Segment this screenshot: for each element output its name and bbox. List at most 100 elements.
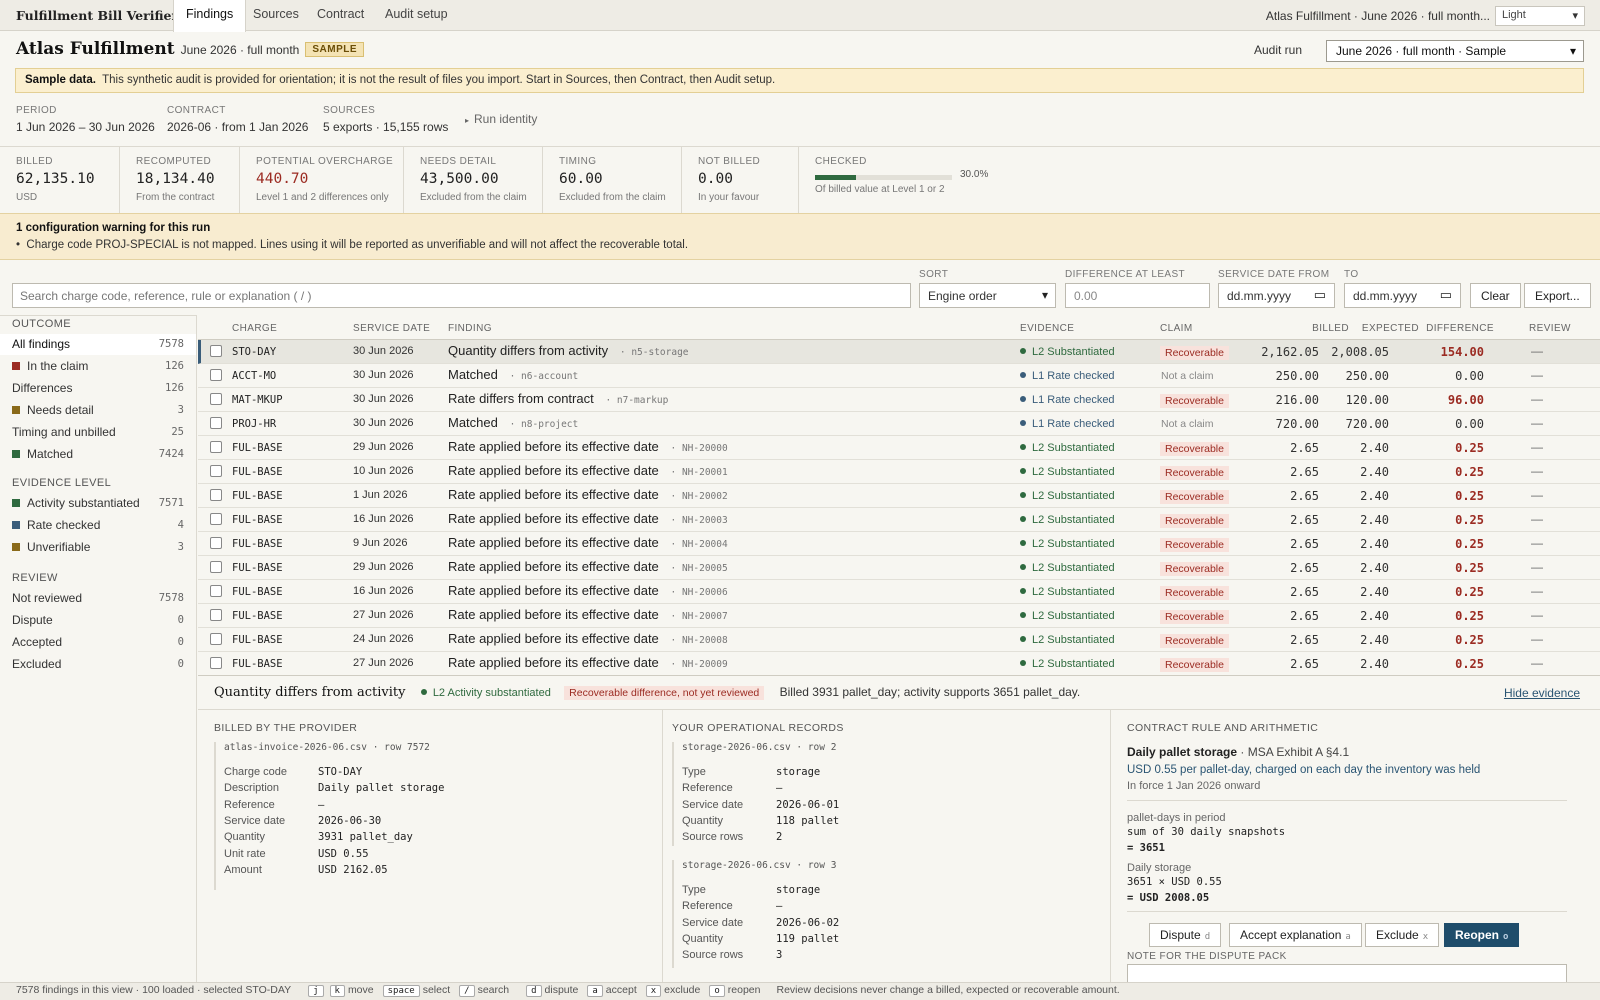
caret-right-icon: ▸ <box>465 116 470 125</box>
row-checkbox[interactable] <box>210 417 222 429</box>
run-identity-toggle[interactable]: ▸ Run identity <box>465 112 537 126</box>
ops-record: storage-2026-06.csv · row 2 Type storage Re… <box>672 742 972 846</box>
meta-period: PERIOD 1 Jun 2026 – 30 Jun 2026 <box>16 105 155 134</box>
reopen-button[interactable]: Reopen o <box>1444 923 1520 947</box>
row-checkbox[interactable] <box>210 441 222 453</box>
table-row[interactable]: STO-DAY 30 Jun 2026 Quantity differs from … <box>198 340 1600 364</box>
kpi-note: In your favour <box>698 192 760 203</box>
finding-cell: Rate applied before its effective date ·… <box>448 487 728 502</box>
ops-source: storage-2026-06.csv · row 2 <box>682 742 837 753</box>
kpi-potential-overcharge: POTENTIAL OVERCHARGE 440.70 Level 1 and 2 … <box>240 147 404 214</box>
col-expected[interactable]: EXPECTED <box>1361 323 1419 334</box>
status-dot-icon <box>1020 516 1026 522</box>
table-row[interactable]: FUL-BASE 29 Jun 2026 Rate applied before i… <box>198 556 1600 580</box>
evidence-text: L2 Substantiated <box>1032 658 1115 670</box>
banner-bold: Sample data. <box>25 74 96 86</box>
col-billed[interactable]: BILLED <box>1312 323 1349 334</box>
finding-cell: Rate applied before its effective date ·… <box>448 535 728 550</box>
sidebar-item-accepted[interactable]: Accepted 0 <box>0 632 196 653</box>
export-button[interactable]: Export... <box>1524 283 1591 308</box>
sidebar-item-activity-substantiated[interactable]: Activity substantiated 7571 <box>0 493 196 514</box>
finding-cell: Matched · n6-account <box>448 367 578 382</box>
row-checkbox[interactable] <box>210 585 222 597</box>
row-checkbox[interactable] <box>210 537 222 549</box>
exclude-button[interactable]: Exclude x <box>1365 923 1440 947</box>
table-row[interactable]: FUL-BASE 10 Jun 2026 Rate applied before i… <box>198 460 1600 484</box>
table-row[interactable]: FUL-BASE 9 Jun 2026 Rate applied before it… <box>198 532 1600 556</box>
accept-explanation-button[interactable]: Accept explanation a <box>1229 923 1362 947</box>
theme-select[interactable]: Light <box>1495 6 1585 26</box>
row-checkbox[interactable] <box>210 489 222 501</box>
sidebar-item-all-findings[interactable]: All findings 7578 <box>0 334 196 355</box>
col-charge[interactable]: CHARGE <box>232 323 278 334</box>
sidebar-item-in-the-claim[interactable]: In the claim 126 <box>0 356 196 377</box>
row-checkbox[interactable] <box>210 393 222 405</box>
sidebar-item-not-reviewed[interactable]: Not reviewed 7578 <box>0 588 196 609</box>
audit-run-select[interactable]: June 2026 · full month · Sample <box>1326 40 1584 62</box>
table-row[interactable]: FUL-BASE 27 Jun 2026 Rate applied before i… <box>198 604 1600 628</box>
sidebar-item-unverifiable[interactable]: Unverifiable 3 <box>0 537 196 558</box>
claim-badge: Recoverable <box>1160 394 1229 408</box>
review-status: — <box>1531 440 1543 454</box>
kpi-note: From the contract <box>136 192 215 203</box>
table-row[interactable]: FUL-BASE 24 Jun 2026 Rate applied before i… <box>198 628 1600 652</box>
sidebar-item-differences[interactable]: Differences 126 <box>0 378 196 399</box>
col-evidence[interactable]: EVIDENCE <box>1020 323 1075 334</box>
date-to-input[interactable]: dd.mm.yyyy <box>1344 283 1461 308</box>
tab-audit-setup[interactable]: Audit setup <box>385 7 448 21</box>
sort-select[interactable]: Engine order <box>919 283 1056 308</box>
claim-badge: Recoverable <box>1160 514 1229 528</box>
finding-ref: · NH-20000 <box>664 443 728 454</box>
field-value: storage <box>776 884 821 896</box>
field-value: — <box>776 900 783 913</box>
col-review[interactable]: REVIEW <box>1529 323 1571 334</box>
meta-label: PERIOD <box>16 105 57 116</box>
sidebar-item-rate-checked[interactable]: Rate checked 4 <box>0 515 196 536</box>
action-label: Dispute <box>1160 928 1201 942</box>
table-row[interactable]: FUL-BASE 29 Jun 2026 Rate applied before i… <box>198 436 1600 460</box>
field-value: 2026-06-02 <box>776 916 840 929</box>
hide-evidence-link[interactable]: Hide evidence <box>1503 686 1580 700</box>
table-row[interactable]: FUL-BASE 16 Jun 2026 Rate applied before i… <box>198 580 1600 604</box>
tab-findings[interactable]: Findings <box>173 0 247 32</box>
col-claim[interactable]: CLAIM <box>1160 323 1193 334</box>
finding-text: Rate applied before its effective date <box>448 583 659 598</box>
row-checkbox[interactable] <box>210 345 222 357</box>
row-checkbox[interactable] <box>210 609 222 621</box>
status-dot-icon <box>1020 588 1026 594</box>
row-checkbox[interactable] <box>210 465 222 477</box>
difference-input[interactable]: 0.00 <box>1065 283 1210 308</box>
field-key: Service date <box>224 814 286 827</box>
row-checkbox[interactable] <box>210 561 222 573</box>
date-from-input[interactable]: dd.mm.yyyy <box>1218 283 1335 308</box>
dispute-button[interactable]: Dispute d <box>1149 923 1222 947</box>
finding-ref: · n7-markup <box>599 395 669 406</box>
row-checkbox[interactable] <box>210 657 222 669</box>
row-checkbox[interactable] <box>210 369 222 381</box>
table-row[interactable]: FUL-BASE 1 Jun 2026 Rate applied before it… <box>198 484 1600 508</box>
finding-ref: · NH-20002 <box>664 491 728 502</box>
table-row[interactable]: MAT-MKUP 30 Jun 2026 Rate differs from con… <box>198 388 1600 412</box>
sidebar-item-dispute[interactable]: Dispute 0 <box>0 610 196 631</box>
col-service-date[interactable]: SERVICE DATE <box>353 323 431 334</box>
tab-contract[interactable]: Contract <box>317 7 365 21</box>
tab-sources[interactable]: Sources <box>253 7 299 21</box>
note-textarea[interactable] <box>1127 964 1567 984</box>
date-to-label: TO <box>1344 269 1359 280</box>
table-row[interactable]: FUL-BASE 16 Jun 2026 Rate applied before i… <box>198 508 1600 532</box>
table-row[interactable]: ACCT-MO 30 Jun 2026 Matched · n6-account L1… <box>198 364 1600 388</box>
row-checkbox[interactable] <box>210 633 222 645</box>
search-input[interactable]: Search charge code, reference, rule or e… <box>12 283 911 308</box>
clear-button[interactable]: Clear <box>1470 283 1521 308</box>
col-finding[interactable]: FINDING <box>448 323 492 334</box>
col-difference[interactable]: DIFFERENCE <box>1426 323 1494 334</box>
sidebar-item-needs-detail[interactable]: Needs detail 3 <box>0 400 196 421</box>
sidebar-item-excluded[interactable]: Excluded 0 <box>0 654 196 675</box>
finding-cell: Rate applied before its effective date ·… <box>448 463 728 478</box>
sidebar-item-matched[interactable]: Matched 7424 <box>0 444 196 465</box>
table-row[interactable]: PROJ-HR 30 Jun 2026 Matched · n8-project L1… <box>198 412 1600 436</box>
table-row[interactable]: FUL-BASE 27 Jun 2026 Rate applied before i… <box>198 652 1600 675</box>
sidebar-item-timing-and-unbilled[interactable]: Timing and unbilled 25 <box>0 422 196 443</box>
row-checkbox[interactable] <box>210 513 222 525</box>
expected-value: 250.00 <box>1345 369 1389 383</box>
